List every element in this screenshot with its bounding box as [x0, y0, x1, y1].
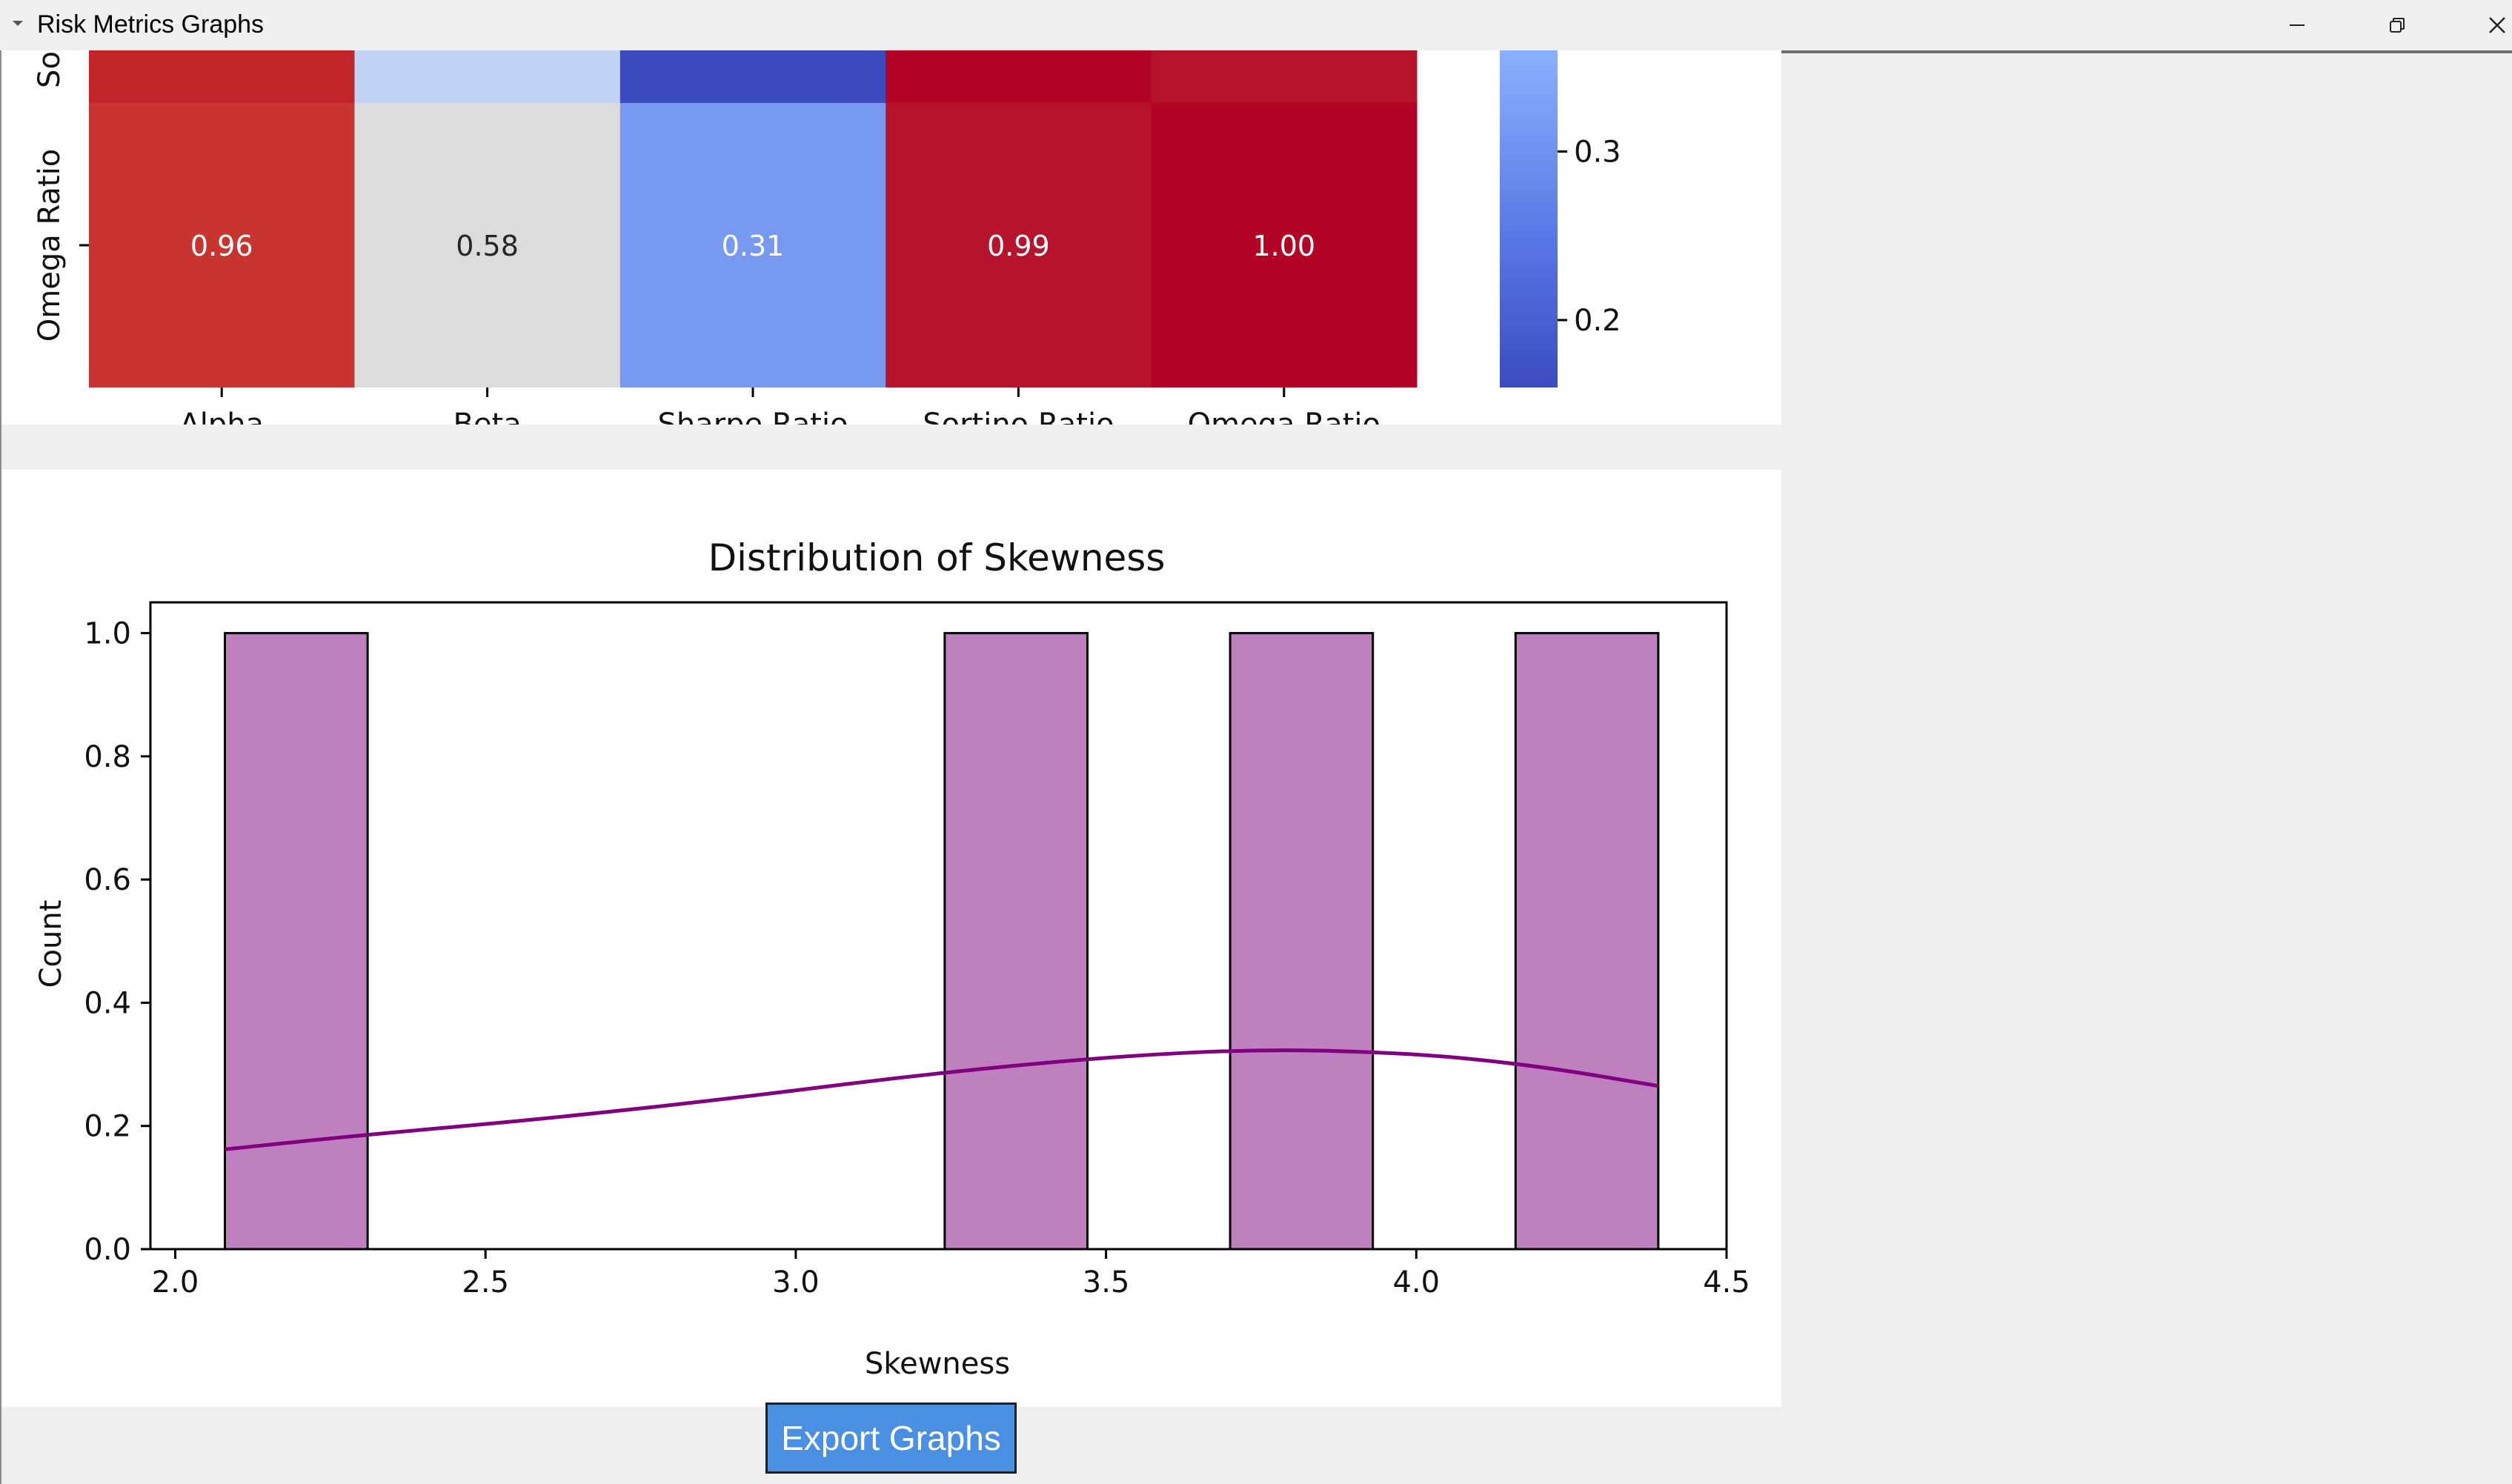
y-tick-label: 0.2: [84, 1110, 131, 1144]
y-axis-label: Count: [34, 900, 68, 988]
y-tick-label: 0.6: [84, 863, 131, 897]
export-graphs-button[interactable]: Export Graphs: [765, 1403, 1017, 1474]
heatmap-cell-label: 0.58: [456, 230, 519, 262]
heatmap-cell: [619, 103, 886, 387]
y-tick-label: 1.0: [84, 617, 131, 651]
heatmap-cell: [1151, 103, 1418, 387]
restore-icon: [2390, 18, 2405, 33]
colorbar: [1500, 50, 1558, 387]
y-tick-label: Omega Ratio: [33, 149, 67, 342]
colorbar-tick-label: 0.2: [1574, 304, 1621, 338]
histogram-bar: [943, 632, 1089, 1251]
window-title: Risk Metrics Graphs: [37, 10, 265, 39]
x-tick-label: 2.0: [152, 1265, 199, 1300]
heatmap-cell: [354, 50, 621, 103]
kde-line: [225, 1048, 1659, 1151]
x-tick-label: Beta: [453, 407, 521, 425]
x-tick-label: 4.0: [1392, 1265, 1440, 1300]
histogram-panel: Distribution of Skewness Count Skewness …: [1, 470, 1781, 1407]
x-tick-label: Alpha: [179, 407, 264, 425]
y-tick-label: So: [33, 51, 67, 88]
export-graphs-label: Export Graphs: [781, 1419, 1001, 1457]
x-tick-label: 4.5: [1703, 1265, 1750, 1300]
histogram-bar: [223, 632, 369, 1251]
x-tick-label: 3.0: [772, 1265, 820, 1300]
content-divider: [1781, 50, 2512, 53]
chart-title: Distribution of Skewness: [708, 536, 1166, 579]
heatmap-panel: 0.96 0.58 0.31 0.99 1.00 Alpha Beta Sharpe Rat…: [1, 50, 1781, 442]
colorbar-tick-label: 0.3: [1574, 136, 1621, 170]
x-tick-label: Sortino Ratio: [923, 407, 1114, 425]
graphs-scroll-area[interactable]: 0.96 0.58 0.31 0.99 1.00 Alpha Beta Sharpe Rat…: [1, 50, 1781, 1484]
histogram-bar: [1229, 632, 1375, 1251]
heatmap-cell-label: 0.31: [722, 230, 785, 262]
close-icon: [2489, 17, 2505, 33]
x-tick-label: Sharpe Ratio: [657, 407, 848, 425]
minimize-button[interactable]: [2253, 3, 2342, 47]
correlation-heatmap: 0.96 0.58 0.31 0.99 1.00 Alpha Beta Sharpe Rat…: [33, 50, 1621, 442]
plot-area-frame: [149, 601, 1728, 1251]
y-tick-label: 0.8: [84, 740, 131, 774]
chevron-down-icon[interactable]: [7, 13, 28, 34]
minimize-icon: [2290, 24, 2305, 26]
heatmap-cell-label: 0.99: [987, 230, 1050, 262]
y-tick-label: 0.4: [84, 986, 131, 1020]
histogram-bar: [1514, 632, 1660, 1251]
x-tick-label: 3.5: [1083, 1265, 1130, 1300]
heatmap-cell: [885, 103, 1152, 387]
restore-button[interactable]: [2353, 3, 2442, 47]
heatmap-cell: [619, 50, 886, 103]
close-button[interactable]: [2453, 3, 2512, 47]
heatmap-cell: [354, 103, 621, 387]
y-tick-label: 0.0: [84, 1233, 131, 1267]
title-bar: Risk Metrics Graphs: [0, 0, 2512, 50]
skewness-histogram: Distribution of Skewness Count Skewness …: [34, 536, 1750, 1381]
x-axis-label: Skewness: [865, 1347, 1010, 1381]
heatmap-cell: [885, 50, 1152, 103]
heatmap-cell: [1151, 50, 1418, 103]
x-tick-label: 2.5: [462, 1265, 509, 1300]
heatmap-cell-label: 0.96: [190, 230, 253, 262]
window-left-border: [0, 50, 1, 1484]
heatmap-cell: [89, 50, 355, 103]
heatmap-cell-label: 1.00: [1252, 230, 1315, 262]
heatmap-cell: [89, 103, 355, 387]
x-tick-label: Omega Ratio: [1188, 407, 1380, 425]
